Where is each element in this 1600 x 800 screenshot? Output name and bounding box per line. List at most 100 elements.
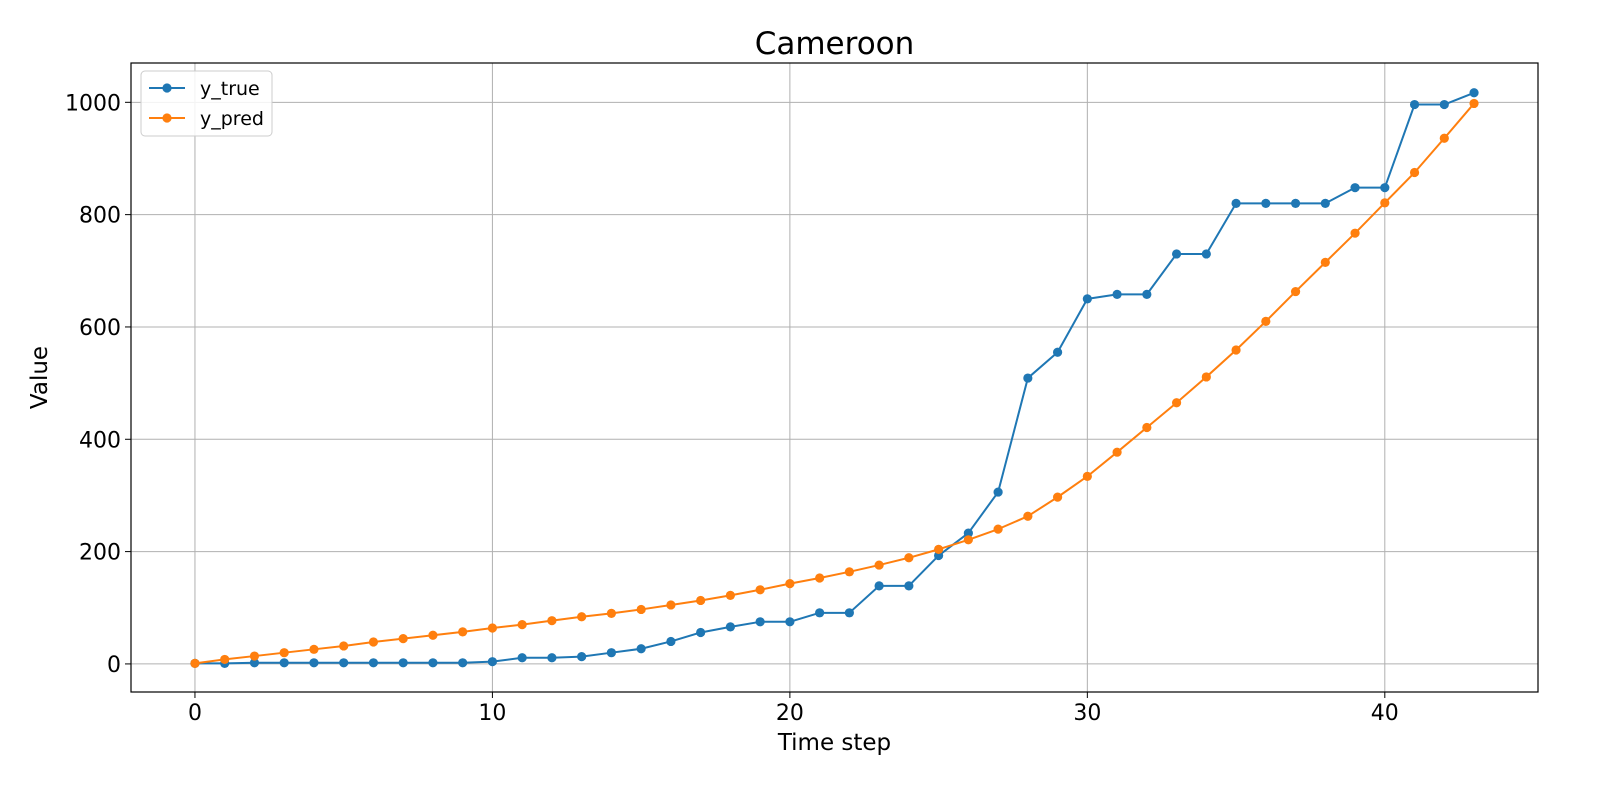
data-point-y_pred — [904, 553, 914, 563]
data-point-y_true — [785, 617, 795, 627]
data-point-y_pred — [577, 612, 587, 622]
grid-lines — [131, 63, 1538, 692]
data-point-y_pred — [696, 595, 706, 606]
legend-label: y_pred — [200, 108, 264, 130]
data-point-y_pred — [1290, 286, 1301, 297]
data-point-y_pred — [1350, 228, 1360, 238]
data-point-y_true — [844, 608, 854, 618]
data-point-y_pred — [279, 648, 289, 658]
data-point-y_true — [725, 622, 735, 632]
series-line-y_true — [194, 91, 1475, 665]
data-point-y_pred — [844, 567, 854, 577]
x-tick-label: 10 — [478, 701, 506, 726]
data-point-y_true — [487, 657, 498, 667]
data-point-y_pred — [963, 535, 973, 545]
data-point-y_pred — [249, 651, 260, 661]
series-y_pred — [190, 98, 1479, 668]
legend-marker — [162, 113, 172, 123]
data-point-y_true — [1439, 99, 1449, 110]
data-point-y_true — [1082, 294, 1092, 304]
data-point-y_true — [993, 487, 1003, 497]
data-point-y_true — [1290, 198, 1301, 209]
data-point-y_pred — [1023, 511, 1033, 521]
data-point-y_true — [368, 658, 379, 668]
legend-item-y_true: y_true — [149, 78, 260, 100]
data-point-y_true — [963, 528, 973, 538]
legend-marker — [162, 83, 172, 93]
plot-frame — [130, 62, 1539, 693]
data-point-y_true — [755, 617, 765, 627]
data-point-y_true — [1231, 198, 1241, 209]
data-point-y_pred — [487, 623, 498, 633]
data-point-y_true — [1052, 347, 1063, 357]
data-point-y_true — [517, 653, 527, 663]
data-point-y_pred — [666, 600, 676, 610]
data-point-y_true — [1409, 99, 1420, 110]
x-tick-label: 40 — [1371, 701, 1399, 726]
data-point-y_true — [1201, 249, 1211, 259]
y-axis-label: Value — [27, 346, 53, 409]
y-tick-label: 1000 — [65, 91, 121, 116]
data-point-y_true — [874, 581, 884, 591]
data-point-y_true — [1350, 183, 1360, 193]
data-point-y_pred — [1171, 398, 1182, 408]
data-point-y_pred — [606, 608, 617, 618]
data-point-y_pred — [874, 560, 884, 570]
data-point-y_true — [458, 658, 468, 668]
data-point-y_true — [1142, 289, 1152, 299]
x-axis-label: Time step — [777, 730, 891, 756]
y-tick-label: 600 — [79, 316, 121, 341]
x-tick-label: 30 — [1073, 701, 1101, 726]
data-point-y_pred — [1261, 316, 1271, 326]
data-point-y_true — [1380, 183, 1390, 193]
data-point-y_true — [398, 658, 408, 668]
series-line-y_pred — [194, 102, 1475, 665]
data-point-y_pred — [547, 616, 557, 626]
data-point-y_true — [1171, 249, 1182, 259]
data-point-y_true — [696, 627, 706, 638]
data-point-y_pred — [1112, 447, 1122, 457]
data-point-y_pred — [785, 579, 795, 589]
y-tick-label: 800 — [79, 204, 121, 229]
legend: y_true y_pred — [140, 70, 273, 137]
series-y_true — [190, 88, 1479, 668]
data-point-y_true — [815, 608, 825, 618]
data-point-y_true — [249, 658, 260, 668]
y-tick-label: 200 — [79, 541, 121, 566]
data-point-y_pred — [1320, 257, 1330, 267]
data-point-y_true — [904, 581, 914, 591]
y-tick-label: 0 — [107, 653, 121, 678]
data-point-y_true — [279, 658, 289, 668]
data-point-y_pred — [368, 637, 379, 647]
data-point-y_true — [1112, 289, 1122, 299]
y-tick-label: 400 — [79, 428, 121, 453]
data-point-y_pred — [190, 658, 200, 668]
data-point-y_true — [1261, 198, 1271, 209]
data-point-y_true — [428, 658, 438, 668]
data-point-y_pred — [636, 604, 646, 615]
legend-label: y_true — [200, 78, 260, 100]
data-point-y_true — [1023, 373, 1033, 383]
data-point-y_pred — [398, 634, 408, 644]
data-point-y_pred — [1052, 492, 1063, 502]
x-tick-label: 0 — [188, 701, 202, 726]
chart-title: Cameroon — [755, 26, 915, 62]
data-point-y_true — [577, 652, 587, 662]
data-point-y_pred — [1082, 471, 1092, 481]
data-point-y_pred — [755, 585, 765, 595]
data-point-y_pred — [428, 630, 438, 640]
series-layer — [190, 88, 1479, 668]
data-point-y_true — [339, 658, 349, 668]
data-point-y_pred — [993, 524, 1003, 534]
data-point-y_pred — [309, 644, 319, 654]
data-point-y_true — [1320, 198, 1330, 209]
data-point-y_pred — [1201, 372, 1211, 382]
data-point-y_pred — [220, 654, 230, 665]
data-point-y_pred — [458, 627, 468, 637]
data-point-y_pred — [725, 590, 735, 601]
data-point-y_true — [547, 653, 557, 663]
x-tick-label: 20 — [776, 701, 804, 726]
data-point-y_pred — [1142, 422, 1152, 433]
